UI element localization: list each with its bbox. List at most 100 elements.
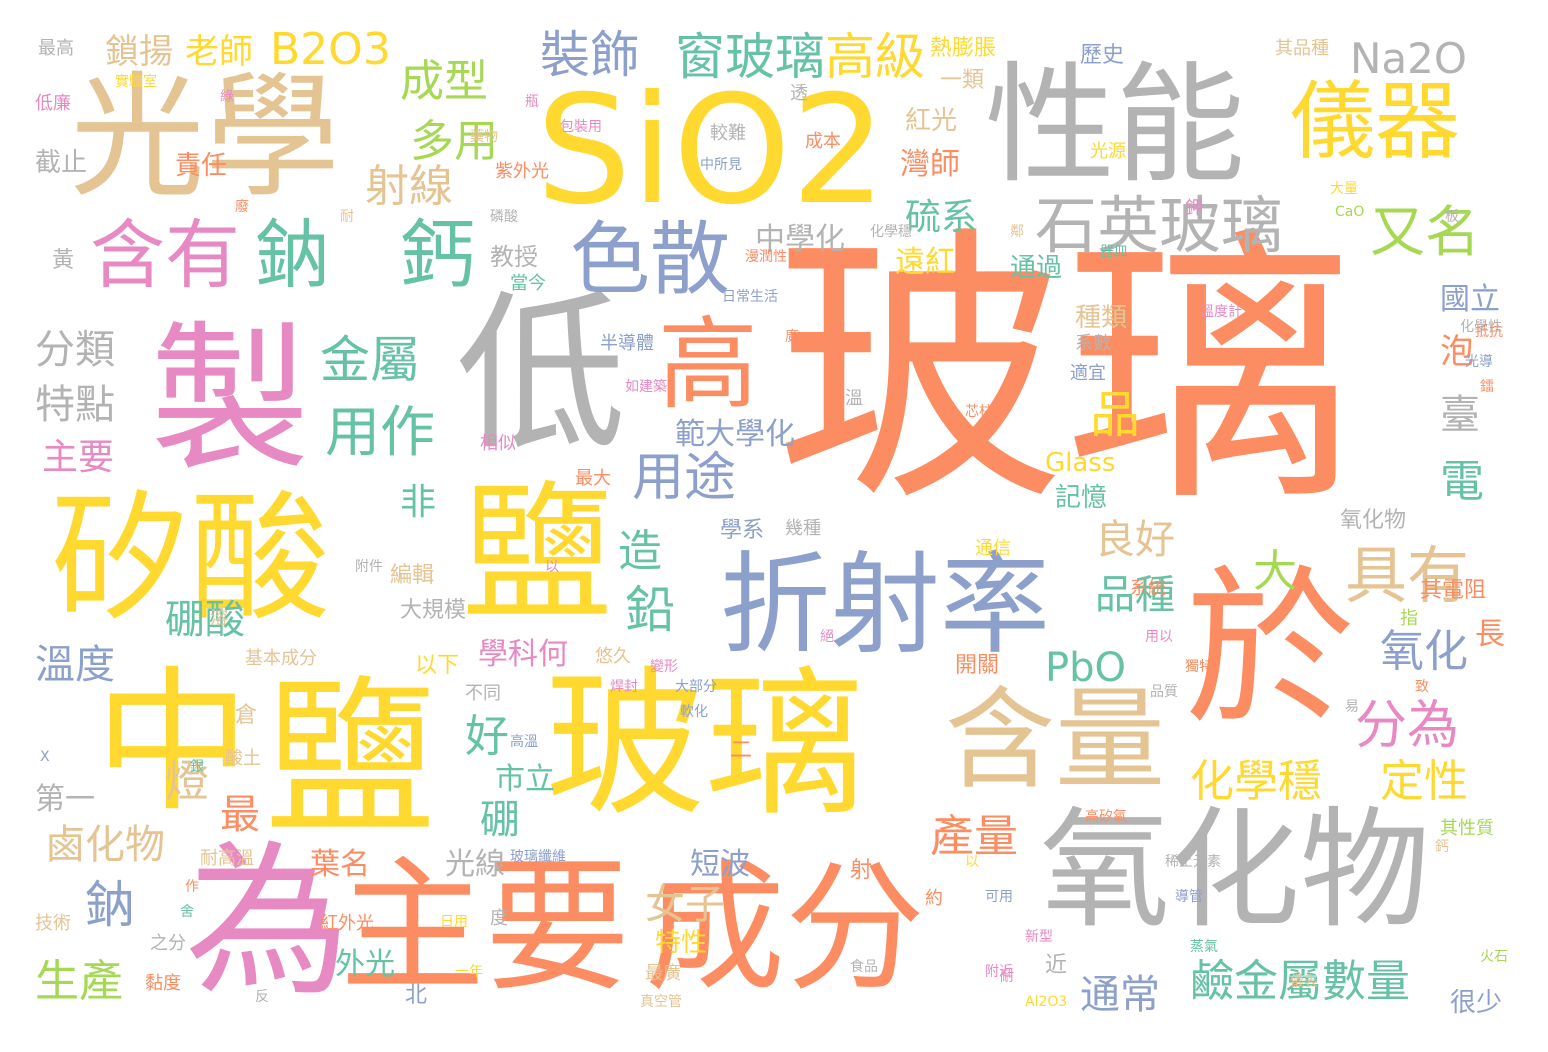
word: 熱膨脹 (930, 36, 997, 61)
word: 溫度計 (1200, 304, 1242, 320)
word: 廢 (235, 199, 249, 215)
word: 品種 (1095, 572, 1175, 618)
word: 葉名 (310, 847, 370, 882)
word: Glass (1045, 448, 1116, 478)
word: 很少 (1450, 988, 1503, 1018)
word: 致 (1415, 679, 1429, 695)
word: 器皿 (1100, 244, 1128, 260)
word: 主要 (340, 843, 630, 1012)
word: 市立 (495, 762, 555, 797)
word: 附近 (985, 964, 1013, 980)
word: 鎖揚 (105, 32, 173, 72)
word: 瓶 (525, 94, 539, 110)
word: 學系 (720, 518, 765, 543)
word: 溫 (845, 388, 863, 409)
word: 紫外光 (495, 161, 549, 182)
word: 特點 (35, 382, 115, 428)
word: 鹵化物 (45, 822, 165, 868)
word: 開關 (955, 653, 1000, 678)
word: 教授 (490, 243, 538, 271)
word: 稀土元素 (1165, 854, 1221, 870)
word: 鈣 (1435, 839, 1449, 855)
word: 最高 (38, 38, 74, 59)
word: 耐高溫 (200, 848, 254, 869)
word: 漫潤性 (745, 249, 787, 265)
word: 耐 (1000, 969, 1014, 985)
word: 老師 (185, 32, 253, 72)
word: 約 (925, 888, 943, 909)
word: 範大學化 (675, 417, 795, 452)
word: 灣師 (900, 147, 960, 182)
word: 火石 (1480, 949, 1508, 965)
word: 成型 (400, 56, 488, 107)
word: 截止 (35, 148, 88, 178)
word: 鉀 (1185, 198, 1203, 219)
word: 玻璃 (775, 204, 1355, 541)
word: 品 (1090, 386, 1140, 444)
word: 學科何 (478, 637, 568, 672)
word: 日用 (440, 914, 468, 930)
word: 成分 (645, 848, 926, 1011)
word: 鉛 (625, 581, 675, 639)
word: 外光 (335, 947, 395, 982)
word: 幾種 (785, 518, 821, 539)
word: 北 (405, 983, 428, 1008)
word: 高矽氧 (1085, 809, 1127, 825)
word: 二 (730, 738, 753, 763)
word: 種類 (1075, 303, 1128, 333)
word: 真空管 (640, 994, 682, 1010)
word: 氧化物 (1040, 794, 1431, 946)
word: 包裝用 (560, 119, 602, 135)
word: 溫度 (35, 642, 115, 688)
word: 產量 (930, 811, 1018, 862)
word: 良好 (1095, 517, 1175, 563)
word: SiO2 (536, 64, 887, 238)
word: 可用 (985, 889, 1013, 905)
word: 折射率 (720, 541, 1050, 669)
word: 金屬 (320, 331, 420, 389)
word: 耐 (340, 209, 354, 225)
word: 高級 (825, 28, 925, 86)
word: 大部分 (675, 679, 717, 695)
word: 泡 (1440, 332, 1474, 372)
word: 鹼金屬數量 (1190, 956, 1410, 1007)
word: 一年 (455, 964, 483, 980)
word: 編輯 (390, 563, 435, 588)
word: 綠 (220, 89, 234, 105)
word: 大規模 (400, 598, 467, 623)
word: 射 (850, 858, 873, 883)
word: 鈉 (85, 876, 135, 934)
word: 造 (618, 526, 662, 577)
word: 特性 (655, 928, 708, 958)
word: 又名 (1370, 200, 1481, 264)
word: 定性 (1380, 756, 1468, 807)
word: 光源 (1090, 141, 1126, 162)
word: 不同 (465, 683, 501, 704)
word: 含量 (945, 676, 1165, 804)
word: 鈉 (255, 211, 331, 299)
word: 硼 (480, 797, 520, 843)
word: 技術 (35, 913, 71, 934)
word: 含有 (90, 211, 241, 299)
word: 電 (1440, 456, 1484, 507)
word: 以下 (415, 653, 460, 678)
word: 日常生活 (722, 289, 778, 305)
word: 通過 (1010, 253, 1063, 283)
word: 低 (456, 276, 627, 474)
word: 蒸氣 (1190, 939, 1218, 955)
word: 鹽 (265, 661, 436, 859)
word: 化學性 (1460, 319, 1502, 335)
word: 分類 (35, 327, 115, 373)
word: B2O3 (270, 24, 391, 75)
word: 儀器 (1290, 73, 1461, 172)
word: 記憶 (1055, 483, 1108, 513)
word: 女子 (645, 882, 725, 928)
word: 大量 (1330, 181, 1358, 197)
word: Al2O3 (1025, 994, 1068, 1010)
word: 鈣 (400, 211, 476, 299)
word: 通常 (1080, 972, 1160, 1018)
word: 悠久 (595, 646, 631, 667)
word: 食品 (850, 959, 878, 975)
word: 長 (1475, 617, 1505, 652)
word: 透 (790, 83, 808, 104)
